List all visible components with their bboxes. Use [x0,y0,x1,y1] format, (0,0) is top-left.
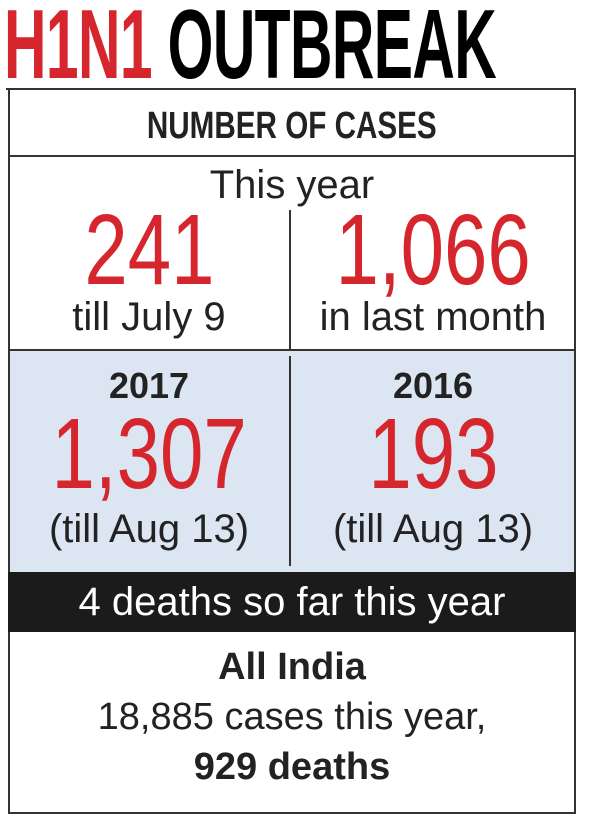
cell-note: (till Aug 13) [48,507,250,551]
rule [8,349,576,351]
cell-value: 241 [8,200,290,300]
banner: 4 deaths so far this year [8,572,576,632]
heading-text: NUMBER OF CASES [147,105,437,147]
value-text: 1,066 [335,194,531,306]
cell-value: 1,066 [290,200,576,300]
border-right [574,88,576,814]
cell-year: 2017 [108,365,190,406]
footer-line: 929 deaths [193,746,391,788]
title-highlight: H1N1 [4,0,153,99]
title-main: OUTBREAK [167,0,497,99]
cell-note: in last month [319,295,547,339]
rule [6,88,576,90]
divider [289,356,291,566]
subheading: This year [209,163,375,207]
rule [8,155,576,157]
heading: NUMBER OF CASES [8,98,576,154]
divider [289,210,291,350]
cell-note: (till Aug 13) [332,507,534,551]
value-text: 241 [83,194,215,306]
cell-value: 1,307 [8,404,290,504]
footer-title: All India [218,646,366,688]
rule [8,812,576,814]
value-text: 193 [367,398,499,510]
cell-value: 193 [290,404,576,504]
highlight-band [8,350,575,572]
cell-year: 2016 [392,365,474,406]
title: H1N1 OUTBREAK [4,0,497,93]
footer-line: 18,885 cases this year, [97,696,487,738]
value-text: 1,307 [51,398,247,510]
cell-note: till July 9 [72,295,226,339]
border-left [8,88,10,814]
